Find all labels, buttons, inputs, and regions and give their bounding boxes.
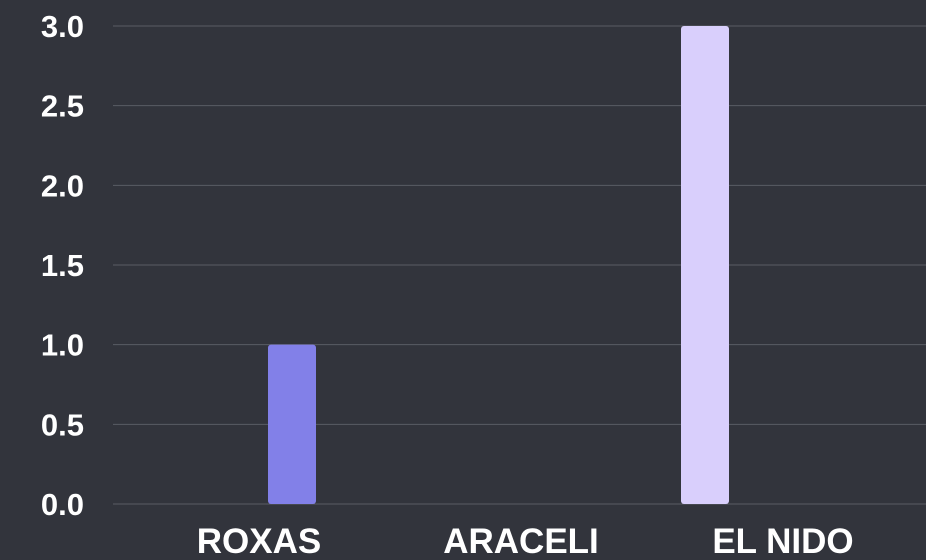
x-axis-tick-labels: ROXAS ARACELI EL NIDO (197, 522, 854, 560)
y-tick-label: 2.0 (41, 168, 84, 203)
y-tick-label: 0.0 (41, 487, 84, 522)
bars (268, 26, 729, 504)
y-tick-label: 1.0 (41, 328, 84, 363)
gridlines (113, 25, 926, 505)
x-tick-label: ARACELI (443, 522, 599, 560)
x-tick-label: ROXAS (197, 522, 321, 560)
y-axis-tick-labels: 0.0 0.5 1.0 1.5 2.0 2.5 3.0 (41, 9, 84, 522)
y-tick-label: 0.5 (41, 407, 84, 442)
y-tick-label: 3.0 (41, 9, 84, 44)
bar-roxas (268, 344, 316, 504)
y-tick-label: 1.5 (41, 248, 84, 283)
bar-araceli (681, 26, 729, 504)
y-tick-label: 2.5 (41, 89, 84, 124)
x-tick-label: EL NIDO (712, 522, 853, 560)
